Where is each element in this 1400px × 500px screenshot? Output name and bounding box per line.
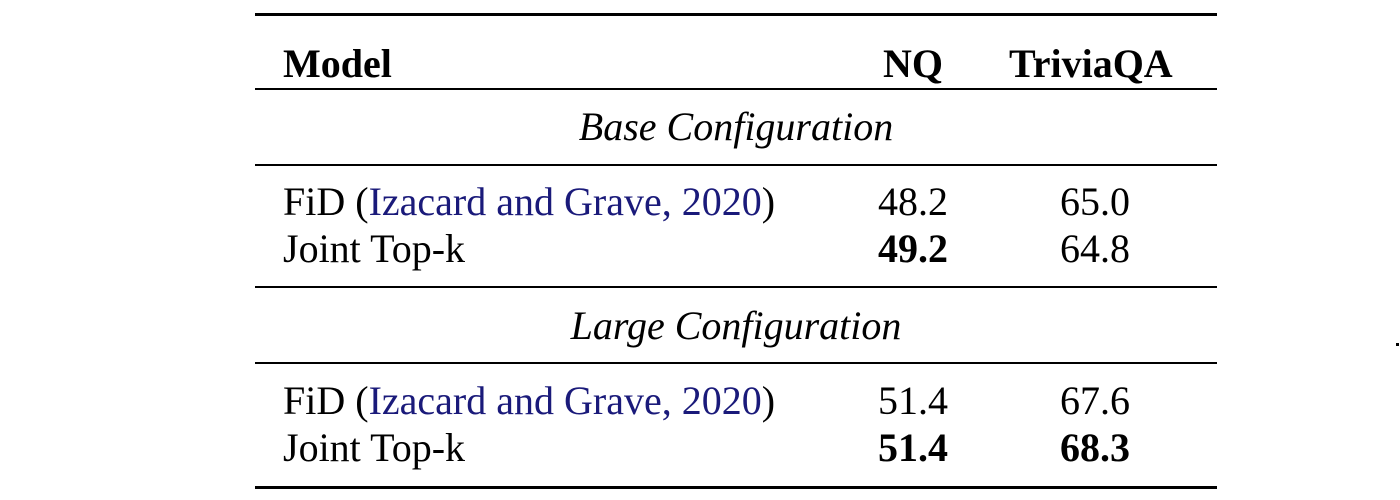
row-model-fid-base: FiD (Izacard and Grave, 2020): [283, 178, 775, 226]
model-suffix: ): [761, 179, 776, 224]
model-prefix: FiD (: [283, 179, 369, 224]
section-rule-mid: [255, 286, 1217, 288]
section-rule-base: [255, 164, 1217, 166]
citation-link[interactable]: Izacard and Grave, 2020: [368, 378, 762, 423]
header-nq: NQ: [883, 41, 943, 86]
row-model-joint-base: Joint Top-k: [283, 226, 466, 271]
header-triviaqa: TriviaQA: [1009, 41, 1173, 86]
row-model-joint-large: Joint Top-k: [283, 425, 466, 470]
cell-nq-joint-base: 49.2: [878, 226, 948, 271]
citation-link[interactable]: Izacard and Grave, 2020: [368, 179, 762, 224]
margin-mark: [1396, 343, 1399, 346]
bottom-rule: [255, 486, 1217, 489]
cell-triviaqa-joint-base: 64.8: [1060, 226, 1130, 271]
cell-triviaqa-fid-base: 65.0: [1060, 179, 1130, 224]
cell-nq-joint-large: 51.4: [878, 425, 948, 470]
header-model: Model: [283, 41, 392, 86]
cell-nq-fid-large: 51.4: [878, 378, 948, 423]
model-prefix: FiD (: [283, 378, 369, 423]
section-rule-large: [255, 362, 1217, 364]
cell-triviaqa-joint-large: 68.3: [1060, 425, 1130, 470]
model-suffix: ): [761, 378, 776, 423]
header-rule: [255, 88, 1217, 90]
cell-nq-fid-base: 48.2: [878, 179, 948, 224]
section-title-base: Base Configuration: [578, 104, 894, 149]
top-rule: [255, 13, 1217, 16]
cell-triviaqa-fid-large: 67.6: [1060, 378, 1130, 423]
row-model-fid-large: FiD (Izacard and Grave, 2020): [283, 377, 775, 425]
section-title-large: Large Configuration: [570, 303, 902, 348]
